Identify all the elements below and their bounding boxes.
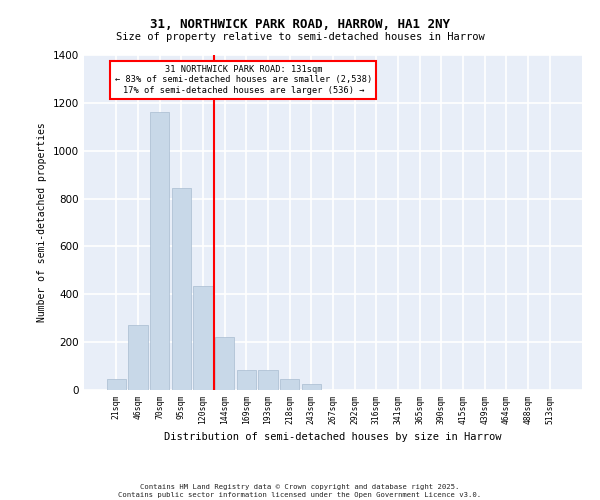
Bar <box>172 188 191 390</box>
Bar <box>280 379 299 390</box>
Bar <box>128 326 148 390</box>
Text: 31, NORTHWICK PARK ROAD, HARROW, HA1 2NY: 31, NORTHWICK PARK ROAD, HARROW, HA1 2NY <box>150 18 450 30</box>
Text: Size of property relative to semi-detached houses in Harrow: Size of property relative to semi-detach… <box>116 32 484 42</box>
Bar <box>193 286 213 390</box>
X-axis label: Distribution of semi-detached houses by size in Harrow: Distribution of semi-detached houses by … <box>164 432 502 442</box>
Bar <box>302 384 321 390</box>
Text: Contains HM Land Registry data © Crown copyright and database right 2025.
Contai: Contains HM Land Registry data © Crown c… <box>118 484 482 498</box>
Bar <box>107 379 126 390</box>
Y-axis label: Number of semi-detached properties: Number of semi-detached properties <box>37 122 47 322</box>
Bar <box>258 370 278 390</box>
Bar <box>215 338 235 390</box>
Bar <box>150 112 169 390</box>
Bar <box>236 370 256 390</box>
Text: 31 NORTHWICK PARK ROAD: 131sqm
← 83% of semi-detached houses are smaller (2,538): 31 NORTHWICK PARK ROAD: 131sqm ← 83% of … <box>115 65 372 95</box>
